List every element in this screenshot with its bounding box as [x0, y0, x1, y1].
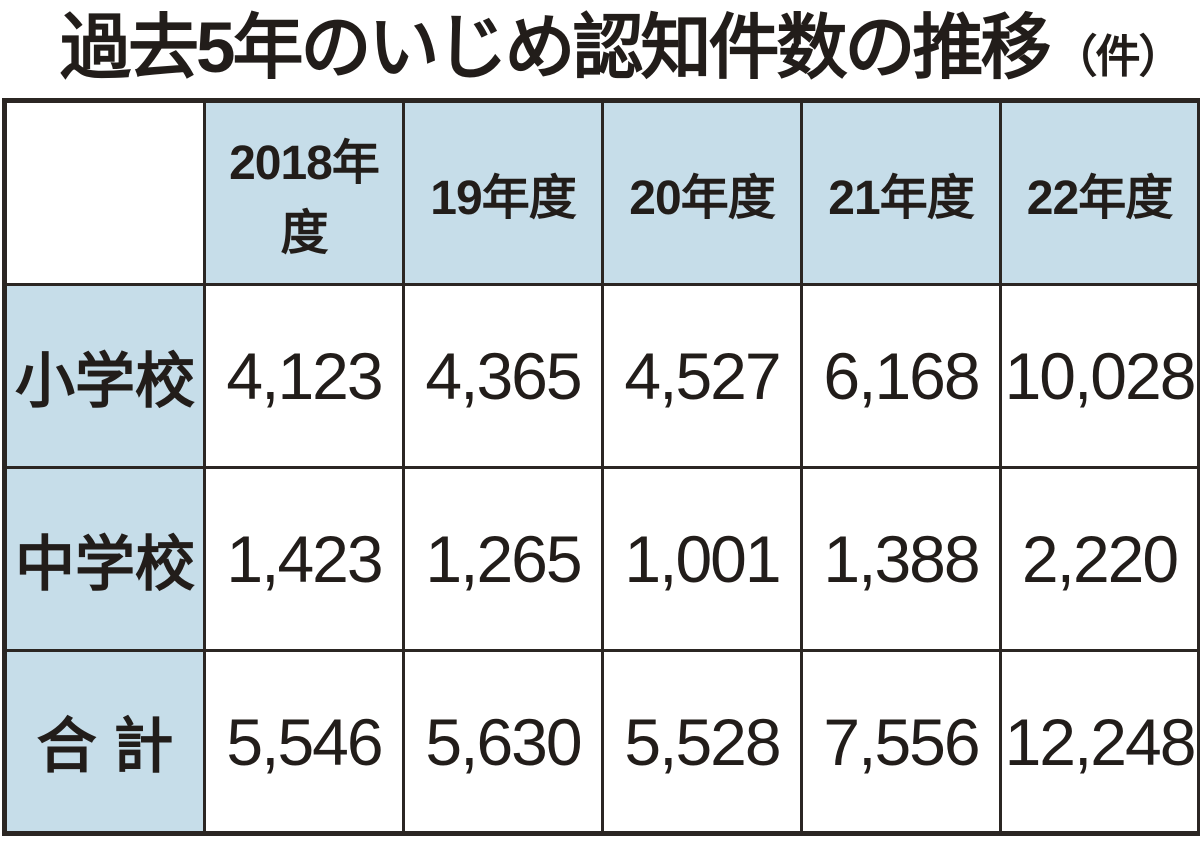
value-cell: 5,546	[203, 649, 405, 835]
column-header-2022: 22年度	[999, 99, 1200, 286]
value-cell: 1,388	[800, 466, 1002, 652]
value-cell: 7,556	[800, 649, 1002, 835]
value-cell: 4,365	[402, 283, 604, 469]
value-cell: 1,265	[402, 466, 604, 652]
column-header-2019: 19年度	[402, 99, 604, 286]
row-label-elementary: 小学校	[3, 283, 206, 469]
column-header-2021: 21年度	[800, 99, 1002, 286]
value-cell: 2,220	[999, 466, 1200, 652]
page-title: 過去5年のいじめ認知件数の推移 （件）	[0, 0, 1200, 98]
bullying-cases-table: 2018年度 19年度 20年度 21年度 22年度 小学校 4,123 4,3…	[2, 98, 1200, 836]
title-text: 過去5年のいじめ認知件数の推移	[60, 9, 1051, 88]
value-cell: 6,168	[800, 283, 1002, 469]
corner-cell	[3, 99, 206, 286]
table-row-juniorhigh: 中学校 1,423 1,265 1,001 1,388 2,220	[3, 466, 1200, 652]
value-cell: 5,630	[402, 649, 604, 835]
row-label-juniorhigh: 中学校	[3, 466, 206, 652]
table-row-total: 合 計 5,546 5,630 5,528 7,556 12,248	[3, 649, 1200, 835]
value-cell: 4,527	[601, 283, 803, 469]
row-label-total: 合 計	[3, 649, 206, 835]
value-cell: 4,123	[203, 283, 405, 469]
value-cell: 1,001	[601, 466, 803, 652]
value-cell: 12,248	[999, 649, 1200, 835]
table-header-row: 2018年度 19年度 20年度 21年度 22年度	[3, 99, 1200, 286]
table-row-elementary: 小学校 4,123 4,365 4,527 6,168 10,028	[3, 283, 1200, 469]
value-cell: 5,528	[601, 649, 803, 835]
title-unit-label: （件）	[1052, 31, 1184, 82]
column-header-2018: 2018年度	[203, 99, 405, 286]
value-cell: 10,028	[999, 283, 1200, 469]
value-cell: 1,423	[203, 466, 405, 652]
column-header-2020: 20年度	[601, 99, 803, 286]
